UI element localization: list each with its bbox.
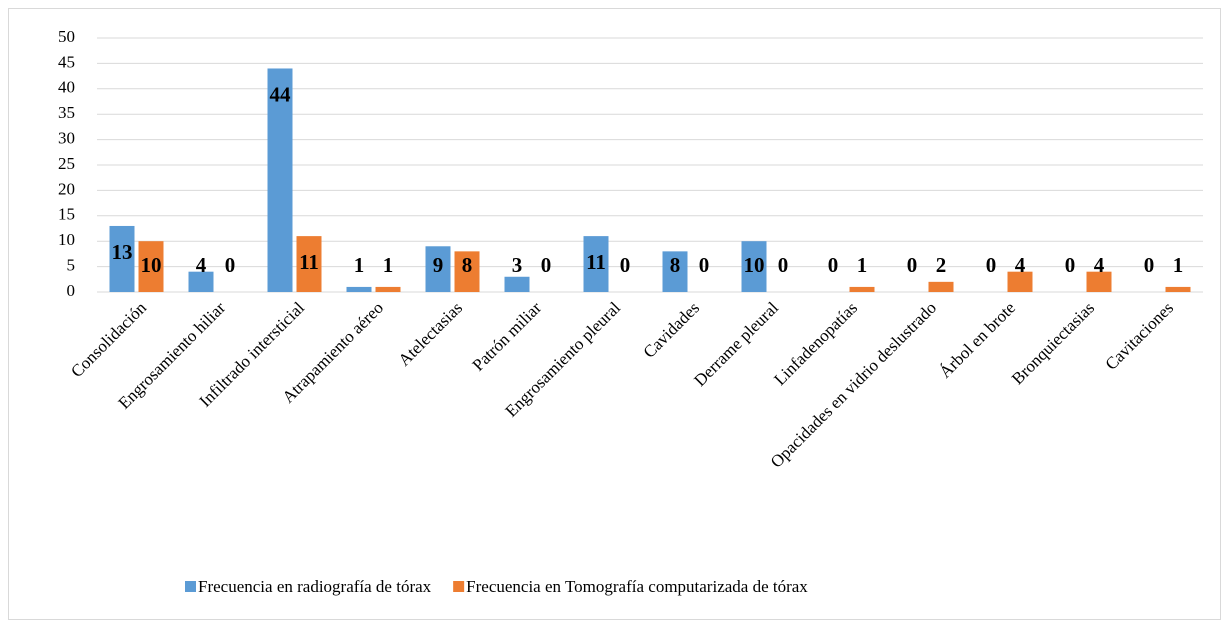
value-label: 8 [670,253,681,277]
y-tick-label: 40 [58,78,75,97]
y-tick-label: 25 [58,154,75,173]
value-label: 8 [462,253,473,277]
value-label: 1 [857,253,868,277]
bar [849,286,875,292]
value-label: 0 [907,253,918,277]
y-tick-label: 10 [58,230,75,249]
bar [928,281,954,292]
bar [346,286,372,292]
value-label: 0 [778,253,789,277]
value-label: 9 [433,253,444,277]
value-label: 0 [225,253,236,277]
value-label: 1 [383,253,394,277]
legend-swatch [185,581,196,592]
value-label: 0 [699,253,710,277]
bar [138,241,164,292]
value-label: 0 [828,253,839,277]
x-tick-label: Árbol en brote [936,298,1020,382]
legend-label: Frecuencia en radiografía de tórax [198,577,432,596]
value-label: 0 [620,253,631,277]
y-tick-label: 0 [67,281,76,300]
value-label: 4 [196,253,207,277]
x-tick-label: Opacidades en vidrio deslustrado [767,298,940,471]
value-label: 4 [1094,253,1105,277]
x-tick-label: Bronquiectasias [1008,298,1098,388]
value-label: 0 [541,253,552,277]
bar [267,68,293,292]
bar [583,236,609,292]
bar [454,251,480,292]
bar [188,271,214,292]
bar [1086,271,1112,292]
value-label: 3 [512,253,523,277]
y-tick-label: 15 [58,205,75,224]
bar [662,251,688,292]
bar [1007,271,1033,292]
x-tick-label: Derrame pleural [690,298,782,390]
legend-swatch [453,581,465,592]
value-label: 10 [141,253,162,277]
bar [425,246,451,292]
legend-label: Frecuencia en Tomografía computarizada d… [466,577,808,596]
x-tick-label: Consolidación [67,298,150,381]
value-label: 10 [744,253,765,277]
y-tick-label: 5 [67,256,76,275]
x-tick-label: Linfadenopatías [770,298,861,389]
value-label: 0 [986,253,997,277]
value-label: 0 [1144,253,1155,277]
y-tick-label: 35 [58,103,75,122]
x-tick-label: Cavitaciones [1102,298,1178,374]
value-label: 11 [299,250,319,274]
y-tick-label: 20 [58,179,75,198]
value-label: 0 [1065,253,1076,277]
value-label: 44 [270,82,292,106]
value-label: 13 [112,240,133,264]
x-tick-label: Cavidades [640,298,704,362]
y-tick-label: 45 [58,52,75,71]
bar [109,225,135,292]
value-label: 1 [354,253,365,277]
y-tick-label: 30 [58,129,75,148]
bar [741,241,767,292]
bar [1165,286,1191,292]
bar [375,286,401,292]
value-label: 11 [586,250,606,274]
x-tick-label: Patrón miliar [469,298,546,375]
value-label: 2 [936,253,947,277]
bar [296,236,322,292]
value-label: 4 [1015,253,1026,277]
chart-frame [8,8,1221,620]
value-label: 1 [1173,253,1184,277]
bar [504,276,530,292]
y-tick-label: 50 [58,27,75,46]
x-tick-label: Atelectasias [395,298,467,370]
